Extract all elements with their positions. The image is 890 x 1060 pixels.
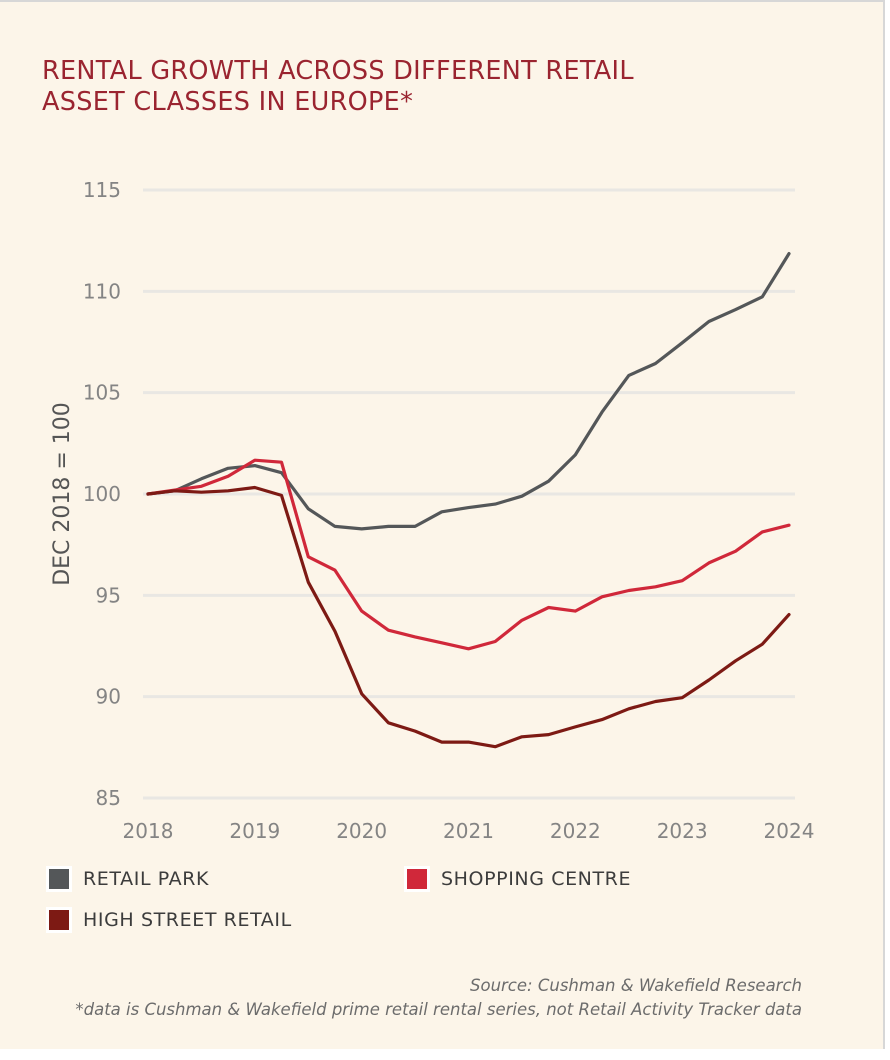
x-tick-2021: 2021: [443, 819, 494, 843]
y-tick-90: 90: [96, 685, 121, 709]
y-tick-85: 85: [96, 786, 121, 810]
source-note: Source: Cushman & Wakefield Research: [470, 976, 802, 995]
y-tick-115: 115: [83, 178, 121, 202]
legend-label-high-street-retail: HIGH STREET RETAIL: [83, 909, 292, 931]
series-lines: [146, 252, 791, 749]
x-tick-2020: 2020: [336, 819, 387, 843]
chart-title: RENTAL GROWTH ACROSS DIFFERENT RETAIL AS…: [42, 56, 762, 118]
x-tick-2018: 2018: [123, 819, 174, 843]
x-tick-2022: 2022: [550, 819, 601, 843]
y-tick-110: 110: [83, 279, 121, 303]
x-tick-2019: 2019: [229, 819, 280, 843]
y-tick-labels: 115 110 105 100 95 90 85: [83, 178, 121, 810]
legend-swatch-retail-park: [46, 866, 72, 892]
x-tick-2024: 2024: [764, 819, 815, 843]
gridlines: [143, 188, 795, 800]
legend-label-retail-park: RETAIL PARK: [83, 868, 210, 890]
y-tick-100: 100: [83, 482, 121, 506]
x-tick-labels: 2018 2019 2020 2021 2022 2023 2024: [123, 819, 815, 843]
legend-label-shopping-centre: SHOPPING CENTRE: [441, 868, 632, 890]
footnote: *data is Cushman & Wakefield prime retai…: [75, 1000, 802, 1019]
legend-item-retail-park: RETAIL PARK: [46, 866, 209, 892]
series-line-shopping-centre: [146, 458, 791, 651]
y-tick-95: 95: [96, 583, 121, 607]
y-axis-label: DEC 2018 = 100: [50, 402, 75, 586]
legend-swatch-high-street-retail: [46, 907, 72, 933]
series-line-retail-park: [146, 252, 791, 531]
y-tick-105: 105: [83, 381, 121, 405]
chart-title-line-1: RENTAL GROWTH ACROSS DIFFERENT RETAIL: [42, 56, 634, 86]
series-line-high-street-retail: [146, 485, 791, 749]
x-tick-2023: 2023: [657, 819, 708, 843]
legend-swatch-shopping-centre: [404, 866, 430, 892]
legend-item-shopping-centre: SHOPPING CENTRE: [404, 866, 631, 892]
chart-title-line-2: ASSET CLASSES IN EUROPE*: [42, 87, 414, 117]
legend-item-high-street-retail: HIGH STREET RETAIL: [46, 907, 292, 933]
